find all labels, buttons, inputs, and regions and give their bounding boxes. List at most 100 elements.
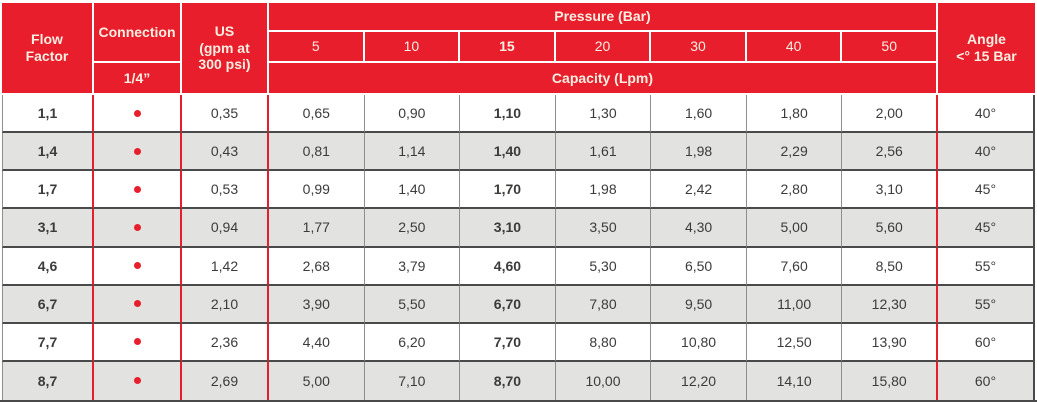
capacity-cell: 5,00 <box>269 361 365 400</box>
capacity-cell: 0,65 <box>269 95 365 134</box>
capacity-cell: 2,68 <box>269 247 365 286</box>
us-gpm-cell: 2,10 <box>182 285 269 324</box>
flow-factor-cell: 1,7 <box>2 171 94 210</box>
us-gpm-cell: 0,35 <box>182 95 269 134</box>
capacity-cell: 5,30 <box>555 247 652 286</box>
flow-factor-cell: 8,7 <box>2 361 94 400</box>
capacity-cell: 2,00 <box>842 95 938 134</box>
capacity-cell: 8,80 <box>555 323 652 362</box>
angle-cell: 60° <box>937 361 1035 400</box>
capacity-cell: 4,30 <box>651 209 747 248</box>
capacity-cell: 0,90 <box>364 95 461 134</box>
connection-cell <box>94 209 182 248</box>
connection-cell <box>94 133 182 172</box>
us-gpm-cell: 2,69 <box>182 361 269 400</box>
capacity-cell: 2,50 <box>364 209 461 248</box>
connection-dot-icon <box>133 262 141 270</box>
capacity-cell: 1,14 <box>364 133 461 172</box>
capacity-cell: 3,79 <box>364 247 461 286</box>
capacity-cell: 1,60 <box>651 95 747 134</box>
capacity-cell: 2,29 <box>746 133 843 172</box>
us-gpm-cell: 2,36 <box>182 323 269 362</box>
capacity-cell: 7,80 <box>555 285 652 324</box>
capacity-cell: 10,80 <box>651 323 747 362</box>
capacity-cell: 1,10 <box>460 95 556 134</box>
header-connection-size: 1/4” <box>94 63 182 93</box>
capacity-cell: 1,61 <box>555 133 652 172</box>
connection-dot-icon <box>133 300 141 308</box>
table-body: 1,1 0,35 0,65 0,90 1,10 1,30 1,60 1,80 2,00 40°… <box>0 95 1037 402</box>
capacity-cell: 4,40 <box>269 323 365 362</box>
connection-dot-icon <box>133 377 141 385</box>
header-pressure-group: Pressure (Bar) <box>269 3 938 32</box>
capacity-cell: 8,70 <box>460 361 556 400</box>
connection-cell <box>94 95 182 134</box>
flow-factor-cell: 7,7 <box>2 323 94 362</box>
header-pressure-value: 5 <box>269 32 365 63</box>
angle-cell: 40° <box>937 133 1035 172</box>
capacity-cell: 6,20 <box>364 323 461 362</box>
capacity-cell: 1,80 <box>746 95 843 134</box>
capacity-cell: 1,40 <box>364 171 461 210</box>
capacity-cell: 12,30 <box>842 285 938 324</box>
header-pressure-value: 20 <box>555 32 652 63</box>
capacity-cell: 0,99 <box>269 171 365 210</box>
capacity-cell: 1,40 <box>460 133 556 172</box>
capacity-cell: 6,50 <box>651 247 747 286</box>
connection-dot-icon <box>133 223 141 231</box>
capacity-cell: 11,00 <box>746 285 843 324</box>
header-us-gpm: US (gpm at 300 psi) <box>182 3 269 93</box>
connection-cell <box>94 171 182 210</box>
capacity-cell: 13,90 <box>842 323 938 362</box>
header-pressure-value: 15 <box>460 32 556 63</box>
us-gpm-cell: 0,53 <box>182 171 269 210</box>
capacity-cell: 3,90 <box>269 285 365 324</box>
capacity-cell: 5,50 <box>364 285 461 324</box>
capacity-cell: 3,10 <box>460 209 556 248</box>
angle-cell: 60° <box>937 323 1035 362</box>
flow-factor-cell: 1,1 <box>2 95 94 134</box>
capacity-cell: 14,10 <box>746 361 843 400</box>
table-header: Flow Factor Connection 1/4” US (gpm at 3… <box>0 0 1037 95</box>
capacity-cell: 6,70 <box>460 285 556 324</box>
capacity-cell: 0,81 <box>269 133 365 172</box>
capacity-cell: 3,10 <box>842 171 938 210</box>
capacity-cell: 7,70 <box>460 323 556 362</box>
angle-cell: 45° <box>937 209 1035 248</box>
header-flow-factor: Flow Factor <box>2 3 94 93</box>
angle-cell: 55° <box>937 285 1035 324</box>
capacity-cell: 12,50 <box>746 323 843 362</box>
connection-cell <box>94 361 182 400</box>
capacity-cell: 9,50 <box>651 285 747 324</box>
angle-cell: 40° <box>937 95 1035 134</box>
capacity-cell: 8,50 <box>842 247 938 286</box>
header-pressure-value: 40 <box>746 32 843 63</box>
capacity-cell: 2,42 <box>651 171 747 210</box>
flow-factor-cell: 1,4 <box>2 133 94 172</box>
header-connection: Connection <box>94 3 182 63</box>
header-capacity-group: Capacity (Lpm) <box>269 63 938 93</box>
angle-cell: 45° <box>937 171 1035 210</box>
capacity-cell: 2,80 <box>746 171 843 210</box>
connection-dot-icon <box>133 147 141 155</box>
header-pressure-value: 50 <box>842 32 938 63</box>
angle-cell: 55° <box>937 247 1035 286</box>
capacity-cell: 10,00 <box>555 361 652 400</box>
connection-dot-icon <box>133 109 141 117</box>
capacity-cell: 2,56 <box>842 133 938 172</box>
connection-dot-icon <box>133 185 141 193</box>
capacity-cell: 3,50 <box>555 209 652 248</box>
header-pressure-value: 10 <box>364 32 461 63</box>
us-gpm-cell: 0,43 <box>182 133 269 172</box>
us-gpm-cell: 1,42 <box>182 247 269 286</box>
capacity-cell: 1,70 <box>460 171 556 210</box>
header-angle: Angle <° 15 Bar <box>937 3 1035 93</box>
capacity-cell: 1,30 <box>555 95 652 134</box>
connection-cell <box>94 247 182 286</box>
header-pressure-value: 30 <box>651 32 747 63</box>
capacity-cell: 7,60 <box>746 247 843 286</box>
us-gpm-cell: 0,94 <box>182 209 269 248</box>
capacity-cell: 12,20 <box>651 361 747 400</box>
capacity-cell: 1,77 <box>269 209 365 248</box>
